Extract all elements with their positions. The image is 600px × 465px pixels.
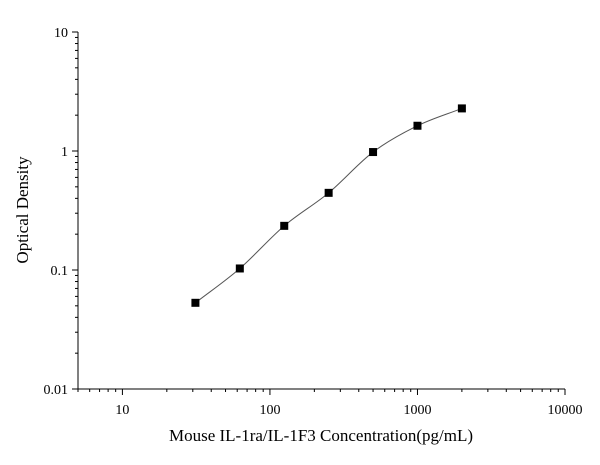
data-point	[280, 221, 289, 230]
data-points	[191, 104, 466, 307]
y-tick-label: 10	[54, 26, 68, 41]
fit-curve	[195, 107, 463, 304]
y-tick-label: 1	[61, 145, 68, 160]
y-tick-label: 0.01	[44, 383, 69, 398]
data-point	[191, 298, 200, 307]
plot-area: 10 100 1000 10000 0.01 0.1 1 10	[44, 26, 583, 418]
data-point	[457, 104, 466, 113]
x-tick-label: 10000	[548, 403, 583, 418]
data-point	[369, 148, 378, 157]
y-ticks: 0.01 0.1 1 10	[44, 26, 78, 398]
x-axis-title: Mouse IL-1ra/IL-1F3 Concentration(pg/mL)	[169, 426, 473, 445]
x-tick-label: 10	[115, 403, 129, 418]
y-tick-label: 0.1	[51, 264, 69, 279]
data-point	[413, 121, 422, 130]
y-axis-title: Optical Density	[13, 156, 32, 264]
x-tick-label: 100	[259, 403, 280, 418]
data-point	[235, 264, 244, 273]
data-point	[324, 188, 333, 197]
x-tick-label: 1000	[403, 403, 431, 418]
x-ticks: 10 100 1000 10000	[77, 389, 583, 418]
